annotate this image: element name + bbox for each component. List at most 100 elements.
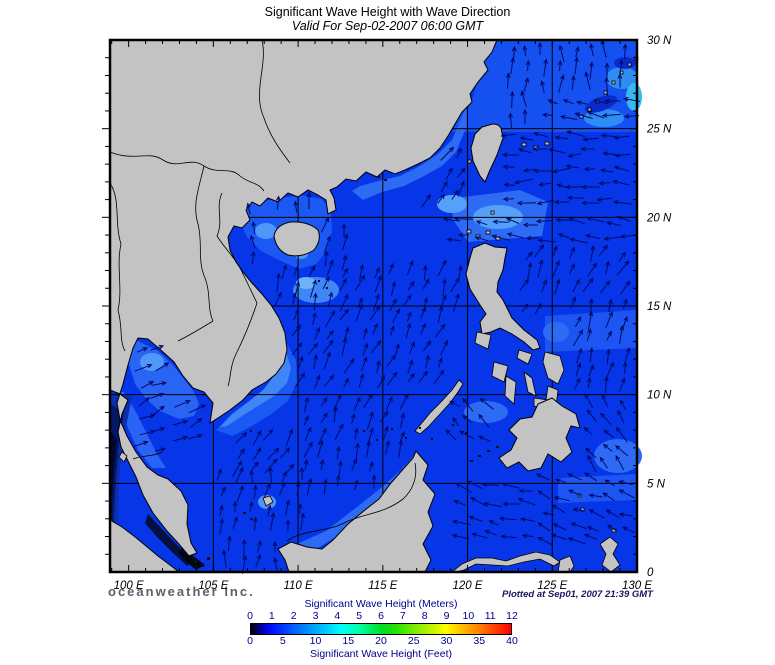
wave-arrow [455, 482, 473, 493]
wave-arrow [586, 409, 598, 423]
wave-arrow [320, 412, 328, 423]
wave-arrow [587, 454, 597, 473]
wave-arrow [525, 251, 533, 261]
wave-arrow [537, 238, 556, 243]
wave-arrow [399, 412, 406, 429]
wave-arrow [280, 447, 291, 459]
wave-arrow [541, 112, 554, 118]
wave-arrow [522, 108, 528, 125]
wave-arrow [453, 293, 460, 312]
wave-arrow [297, 502, 303, 515]
wave-arrow [584, 392, 594, 409]
wave-arrow [605, 509, 620, 519]
wave-arrow [588, 493, 603, 498]
wave-arrow [246, 202, 251, 215]
wave-arrow [299, 466, 305, 481]
wave-arrow [574, 112, 593, 119]
wave-arrow [567, 537, 586, 545]
island-natuna [262, 495, 274, 507]
wave-arrow [272, 540, 278, 552]
wave-arrow [405, 322, 412, 339]
lat-label: 0 [647, 567, 654, 579]
wave-height-patch [584, 109, 624, 127]
wave-arrow [509, 90, 515, 109]
wave-arrow [502, 164, 515, 170]
wave-arrow [437, 357, 443, 368]
wave-arrow [522, 44, 528, 57]
island-borneo [277, 450, 436, 573]
wave-arrow [150, 344, 165, 351]
wave-arrow [385, 396, 393, 412]
wave-arrow [172, 435, 189, 442]
wave-arrow [619, 324, 625, 344]
wave-arrow [618, 512, 633, 518]
wave-arrow [606, 221, 621, 226]
wave-arrow [339, 308, 350, 321]
wave-arrow [312, 311, 317, 325]
wave-arrow [327, 291, 334, 308]
wave-arrow [291, 324, 302, 337]
wave-arrow [303, 415, 309, 426]
wave-arrow [586, 526, 599, 532]
wave-arrow [263, 428, 274, 441]
wave-arrow [369, 461, 374, 472]
ryukyu-island [587, 107, 592, 112]
wave-arrow [354, 274, 366, 291]
wave-arrow [439, 294, 447, 309]
wave-arrow [601, 112, 622, 118]
wave-arrow [606, 330, 612, 341]
wave-arrow [335, 474, 341, 487]
wave-arrow [569, 246, 575, 259]
wave-arrow [371, 340, 382, 354]
wave-arrow [293, 308, 299, 321]
wave-arrow [533, 131, 548, 138]
sulu-island [487, 450, 490, 452]
anambas-island [250, 518, 253, 520]
wave-arrow [603, 375, 609, 394]
wave-arrow [602, 443, 613, 452]
wave-arrow [423, 340, 432, 352]
legend-feet-ticks: 0 5 10 15 20 25 30 35 40 [247, 635, 518, 648]
wave-arrow [266, 447, 280, 461]
wave-arrow [308, 265, 316, 277]
wave-arrow [249, 469, 255, 484]
wave-arrow [252, 429, 262, 446]
wave-arrow [573, 329, 584, 347]
wave-arrow [418, 370, 429, 383]
legend-title-feet: Significant Wave Height (Feet) [309, 648, 452, 660]
wave-arrow [362, 342, 369, 357]
feet-tick-label: 10 [309, 635, 322, 647]
wave-arrow [320, 396, 328, 407]
wave-arrow [598, 244, 609, 257]
wave-arrow [618, 251, 626, 262]
wave-arrow [220, 486, 226, 497]
wave-arrow [386, 371, 398, 386]
wave-arrow [406, 311, 412, 322]
wave-arrow [361, 356, 368, 371]
wave-arrow [264, 458, 278, 474]
wave-arrow [232, 500, 238, 513]
wave-arrow [398, 439, 403, 458]
wave-arrow [257, 540, 262, 553]
lon-label: 105 E [198, 580, 228, 592]
wave-arrow [580, 146, 595, 152]
wave-arrow [273, 556, 278, 572]
wave-arrow [341, 254, 348, 271]
wave-arrow [154, 447, 167, 452]
island-mindoro [474, 331, 492, 350]
wave-arrow [586, 376, 592, 389]
wave-arrow [440, 339, 449, 356]
wave-arrow [543, 58, 548, 77]
wave-arrow [596, 197, 613, 202]
wave-arrow [581, 184, 600, 190]
wave-arrow [622, 43, 628, 60]
wave-arrow [394, 343, 400, 356]
wave-arrow [471, 532, 488, 539]
wave-arrow [422, 278, 430, 289]
wave-arrow [445, 167, 453, 181]
wave-arrow [234, 466, 244, 485]
wave-arrow [587, 262, 598, 277]
wave-arrow [437, 193, 446, 204]
wave-height-patch [543, 322, 569, 342]
batanes-island [490, 210, 495, 215]
